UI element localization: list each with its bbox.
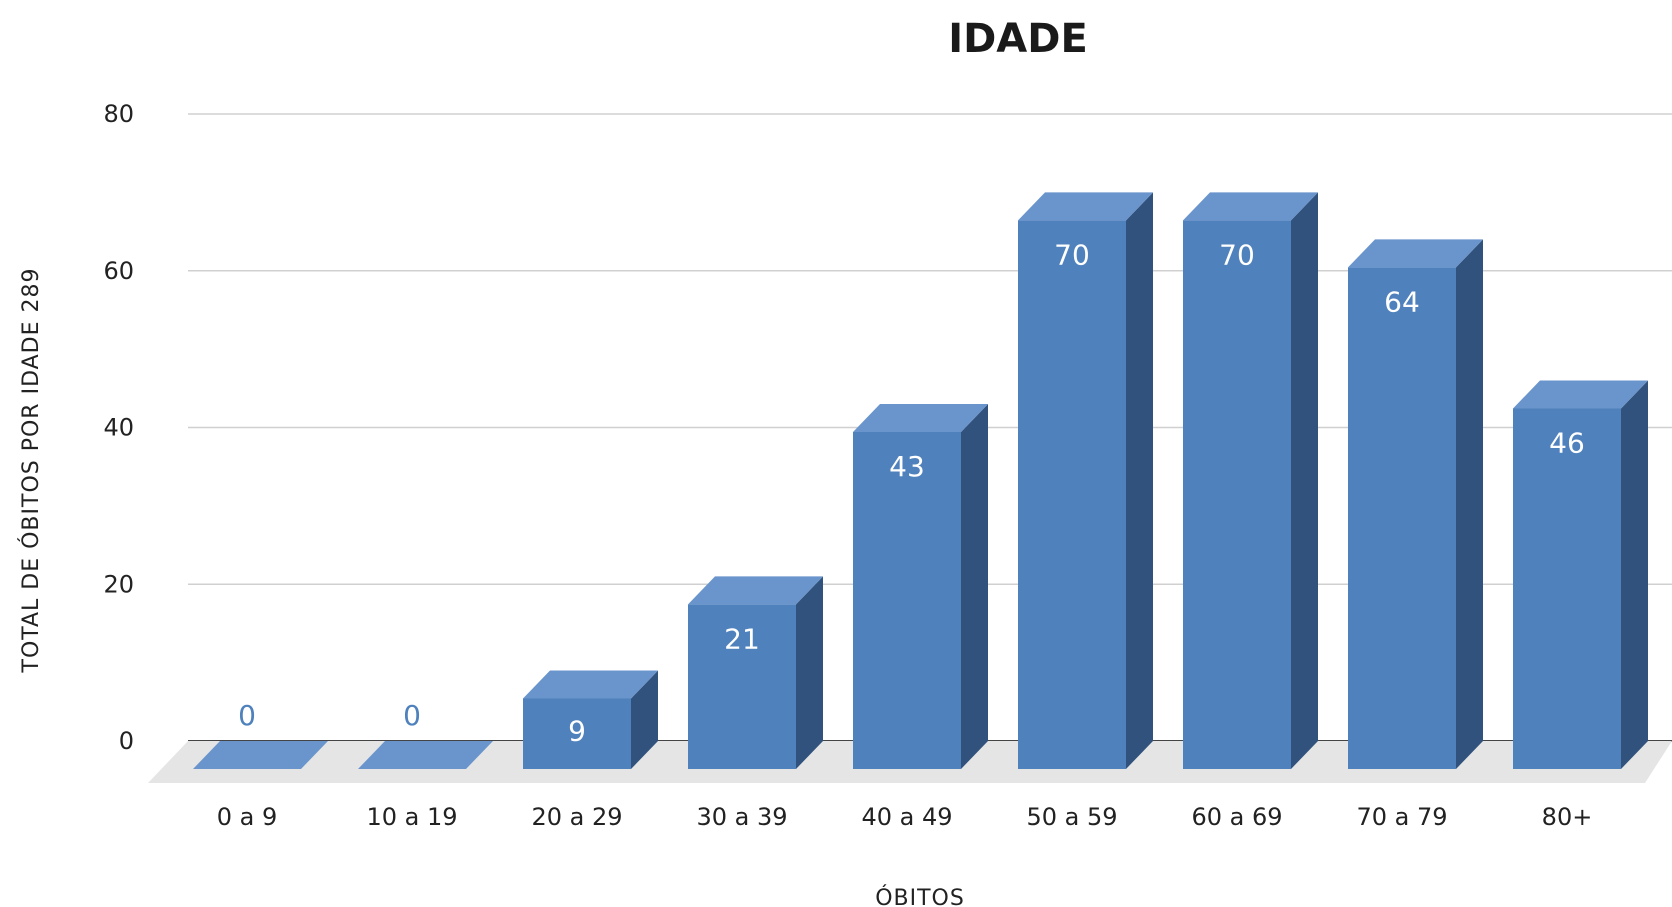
bar-front: [1018, 220, 1126, 769]
bar-side: [1621, 380, 1648, 769]
y-tick-label: 20: [103, 570, 134, 598]
chart-title: IDADE: [948, 16, 1088, 62]
x-tick-label: 10 a 19: [366, 803, 457, 831]
x-tick-label: 30 a 39: [696, 803, 787, 831]
bar-side: [961, 403, 988, 769]
bar-top: [523, 670, 658, 699]
bar-front: [1513, 408, 1621, 769]
bar-top: [853, 403, 988, 432]
bar-front: [853, 431, 961, 769]
bar: [358, 741, 493, 769]
bar-side: [1456, 239, 1483, 769]
bars: [193, 192, 1648, 769]
x-tick-label: 50 a 59: [1026, 803, 1117, 831]
bar-front: [688, 604, 796, 769]
value-label: 21: [724, 622, 760, 655]
bar: [1513, 380, 1648, 769]
bar: [853, 403, 988, 769]
x-tick-label: 80+: [1542, 803, 1593, 831]
y-tick-label: 60: [103, 257, 134, 285]
x-tick-label: 70 a 79: [1356, 803, 1447, 831]
bar: [1348, 239, 1483, 769]
bar: [1183, 192, 1318, 769]
bar: [1018, 192, 1153, 769]
bar-front: [1183, 220, 1291, 769]
value-label: 0: [238, 699, 256, 732]
value-label: 9: [568, 714, 586, 747]
bar: [193, 741, 328, 769]
value-label: 0: [403, 699, 421, 732]
y-axis-title: TOTAL DE ÓBITOS POR IDADE 289: [18, 267, 44, 673]
y-axis-ticks: 0 20 40 60 80: [103, 100, 134, 755]
bar: [688, 576, 823, 769]
bar: [523, 670, 658, 769]
bar-side: [1126, 192, 1153, 769]
x-axis-title: ÓBITOS: [875, 885, 965, 907]
x-tick-label: 20 a 29: [531, 803, 622, 831]
bar-side: [631, 670, 658, 769]
bar-front: [523, 698, 631, 769]
bar-front: [1348, 267, 1456, 769]
y-tick-label: 40: [103, 414, 134, 442]
bar-top: [688, 576, 823, 605]
bar-top: [193, 741, 328, 769]
x-tick-label: 60 a 69: [1191, 803, 1282, 831]
value-label: 70: [1219, 238, 1255, 271]
bar-top: [1183, 192, 1318, 221]
bar-top: [1513, 380, 1648, 409]
value-label: 70: [1054, 238, 1090, 271]
x-axis-ticks: 0 a 9 10 a 19 20 a 29 30 a 39 40 a 49 50 a 59…: [217, 803, 1593, 831]
bar-top: [1018, 192, 1153, 221]
y-tick-label: 0: [119, 727, 134, 755]
value-label: 43: [889, 450, 925, 483]
x-tick-label: 0 a 9: [217, 803, 278, 831]
bar-top: [358, 741, 493, 769]
bar-side: [796, 576, 823, 769]
value-label: 64: [1384, 285, 1420, 318]
value-labels: 0 0 9 21 43 70 70 64 46: [238, 238, 1585, 747]
x-tick-label: 40 a 49: [861, 803, 952, 831]
value-label: 46: [1549, 426, 1585, 459]
bar-side: [1291, 192, 1318, 769]
bar-top: [1348, 239, 1483, 268]
y-tick-label: 80: [103, 100, 134, 128]
